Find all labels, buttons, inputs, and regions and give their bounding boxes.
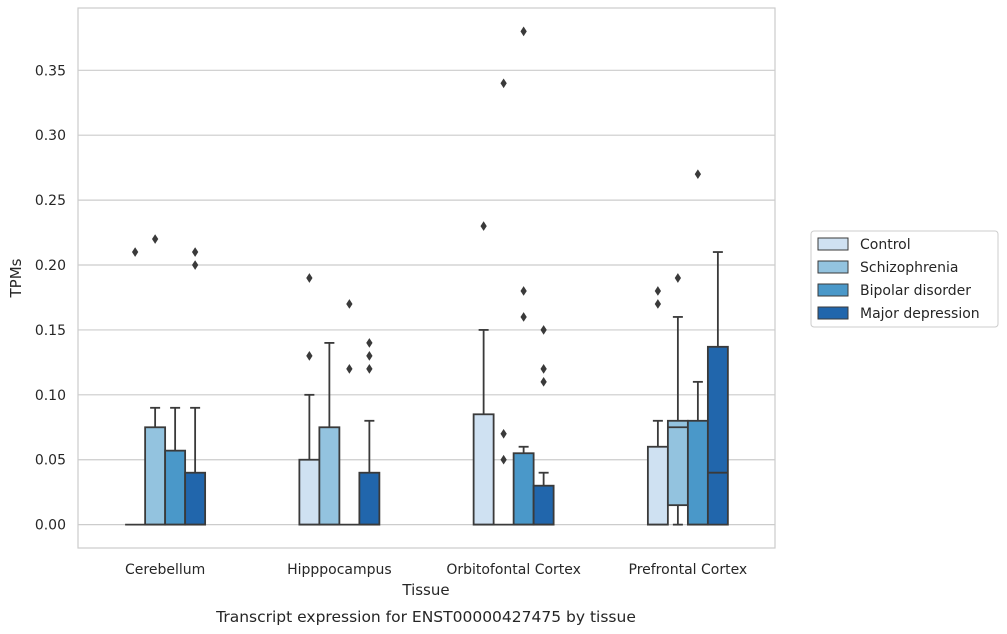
outlier-point	[346, 364, 353, 374]
outlier-point	[520, 312, 527, 322]
box-control	[472, 221, 495, 526]
outlier-point	[306, 351, 313, 361]
legend-swatch	[817, 260, 849, 274]
legend-frame	[810, 230, 999, 328]
box	[532, 484, 555, 526]
outlier-point	[520, 286, 527, 296]
outlier-point	[131, 247, 139, 257]
outlier-point	[654, 286, 662, 296]
box-major-depression	[532, 325, 555, 526]
x-tick-label: Cerebellum	[125, 562, 205, 578]
chart-caption: Transcript expression for ENST0000042747…	[215, 608, 636, 626]
outlier-point	[366, 364, 373, 374]
outlier-point	[306, 273, 313, 283]
box	[646, 445, 669, 526]
y-tick-label: 0.00	[35, 518, 66, 534]
x-tick-labels: Cerebellum Hipppocampus Orbitofontal Corte…	[125, 562, 747, 578]
legend-label: Major depression	[860, 306, 980, 322]
box	[184, 471, 207, 526]
box-major-depression	[184, 247, 207, 526]
box	[144, 426, 167, 526]
box	[358, 471, 381, 526]
outlier-point	[366, 351, 373, 361]
x-axis-label: Tissue	[401, 581, 449, 599]
box	[706, 345, 729, 526]
outlier-point	[151, 234, 159, 244]
y-tick-label: 0.35	[35, 63, 66, 79]
x-tick-label: Prefrontal Cortex	[629, 562, 748, 578]
box-bipolar-disorder	[339, 299, 360, 526]
legend-label: Control	[860, 237, 911, 253]
outlier-point	[191, 247, 199, 257]
y-tick-label: 0.25	[35, 193, 66, 209]
y-tick-label: 0.30	[35, 128, 66, 144]
outlier-point	[674, 273, 682, 283]
y-tick-label: 0.20	[35, 258, 66, 274]
box-bipolar-disorder	[164, 406, 187, 526]
x-tick-label: Hipppocampus	[287, 562, 392, 578]
outlier-point	[520, 26, 527, 37]
legend-swatch	[817, 237, 849, 251]
box	[686, 419, 709, 526]
box-schizophrenia	[318, 342, 341, 526]
outlier-point	[480, 221, 487, 231]
box	[164, 449, 187, 526]
outlier-point	[540, 325, 547, 335]
box-groups	[125, 26, 729, 526]
box	[666, 419, 689, 507]
outlier-point	[191, 260, 199, 270]
box-major-depression	[358, 338, 381, 526]
box	[318, 426, 341, 526]
outlier-point	[694, 169, 702, 179]
legend-swatch	[817, 283, 849, 297]
box-major-depression	[706, 251, 729, 526]
outlier-point	[540, 364, 547, 374]
box-schizophrenia	[493, 78, 514, 526]
y-tick-label: 0.05	[35, 453, 66, 469]
box	[472, 413, 495, 526]
outlier-point	[500, 454, 507, 465]
box-schizophrenia	[144, 234, 167, 526]
y-tick-label: 0.15	[35, 323, 66, 339]
box-schizophrenia	[666, 273, 689, 526]
y-tick-label: 0.10	[35, 388, 66, 404]
legend-label: Schizophrenia	[860, 260, 958, 276]
outlier-point	[500, 428, 507, 439]
outlier-point	[500, 78, 507, 89]
outlier-point	[366, 338, 373, 348]
box	[298, 458, 321, 526]
legend: Control Schizophrenia Bipolar disorder Majo…	[810, 230, 999, 328]
legend-label: Bipolar disorder	[860, 283, 971, 299]
y-axis-label: TPMs	[7, 258, 25, 298]
outlier-point	[654, 299, 662, 309]
y-tick-labels: 0.00 0.05 0.10 0.15 0.20 0.25 0.30 0.35	[35, 63, 66, 533]
box-control	[646, 286, 669, 526]
legend-swatch	[817, 306, 849, 320]
outlier-point	[540, 377, 547, 387]
box-bipolar-disorder	[512, 26, 535, 526]
box	[512, 452, 535, 526]
outlier-point	[346, 299, 353, 309]
box-control	[125, 247, 146, 526]
x-tick-label: Orbitofontal Cortex	[446, 562, 581, 578]
